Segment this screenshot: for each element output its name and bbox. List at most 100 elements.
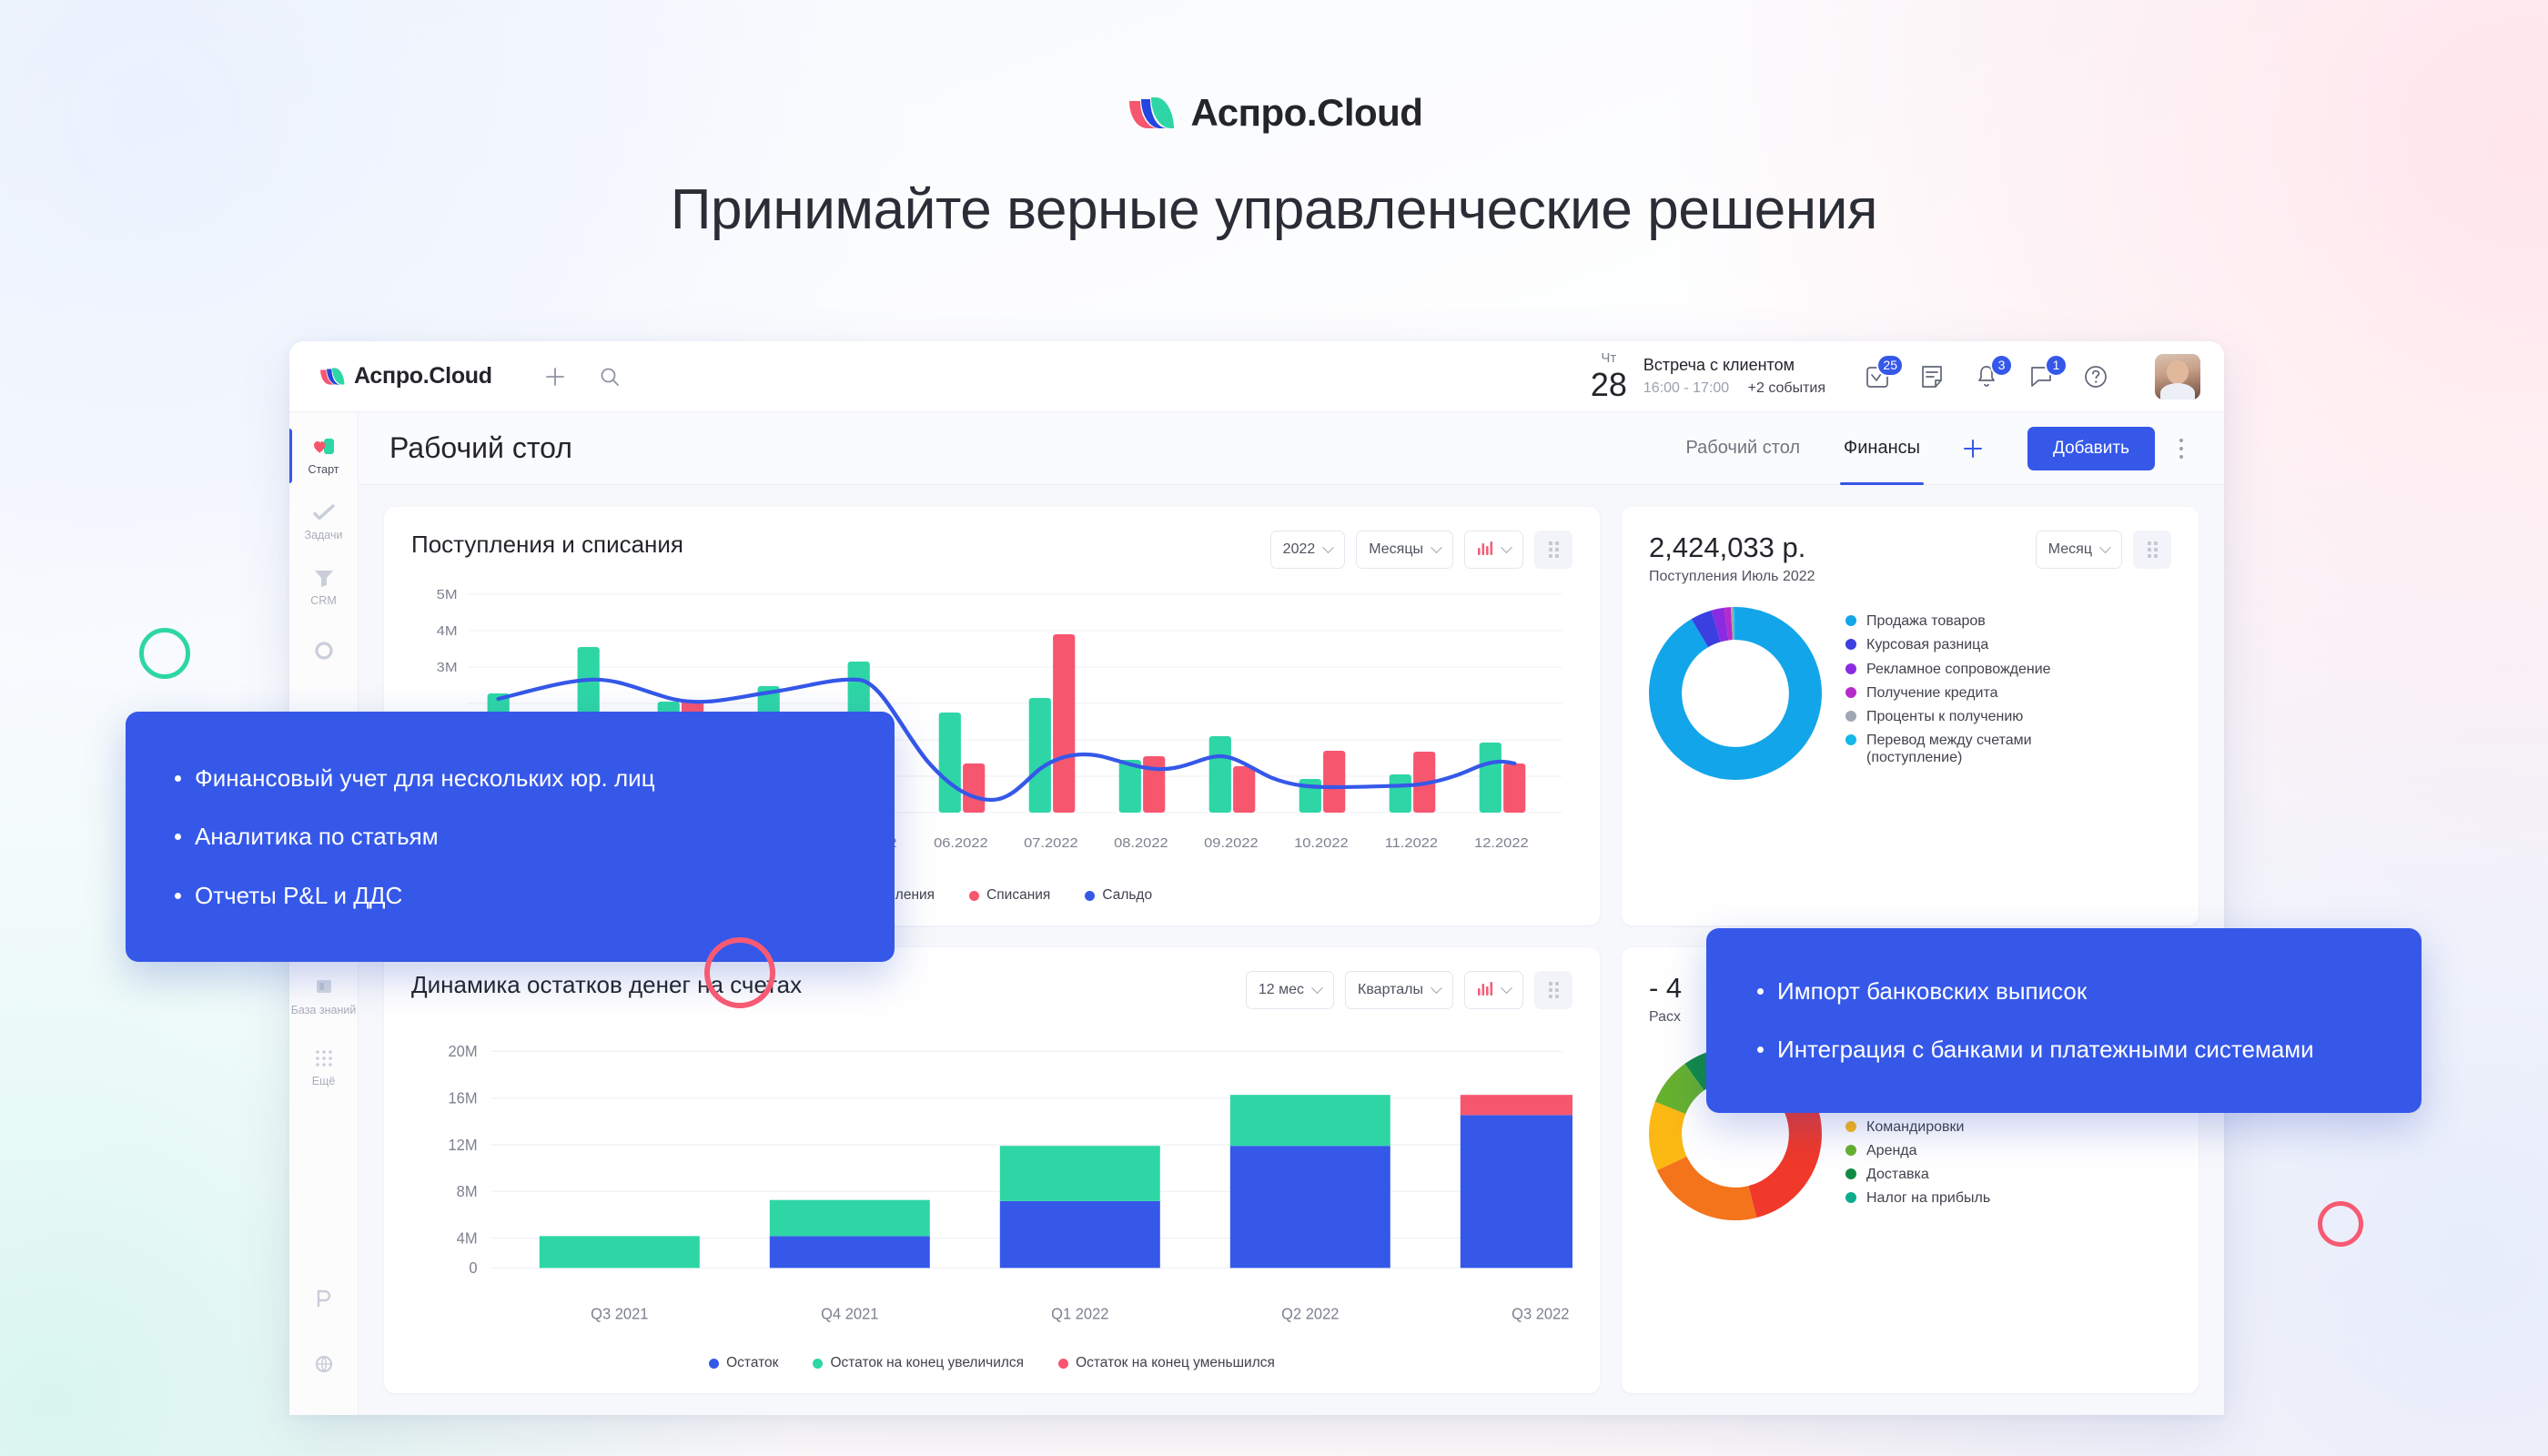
legend-item[interactable]: Проценты к получению <box>1845 708 2076 725</box>
brand-header: Аспро.Cloud <box>0 91 2548 135</box>
rail-item-label: CRM <box>310 594 337 608</box>
drag-grip-icon[interactable] <box>1534 531 1572 569</box>
card-balances: Динамика остатков денег на счетах 12 мес… <box>384 947 1600 1393</box>
legend-item[interactable]: Перевод между счетами (поступление) <box>1845 732 2076 766</box>
legend-item[interactable]: Сальдо <box>1085 887 1152 904</box>
range-select[interactable]: 12 мес <box>1245 971 1335 1009</box>
chevron-down-icon <box>2099 541 2111 553</box>
event-time: 16:00 - 17:00 <box>1643 380 1730 396</box>
legend-label: Доставка <box>1866 1167 1929 1183</box>
svg-text:Q4 2021: Q4 2021 <box>821 1305 878 1323</box>
card-income-pie: 2,424,033 р. Поступления Июль 2022 Месяц <box>1622 507 2199 925</box>
card-title: Поступления и списания <box>411 531 684 558</box>
legend-label: Остаток на конец увеличился <box>830 1355 1025 1370</box>
tab-workspace[interactable]: Рабочий стол <box>1685 438 1801 458</box>
rail-item-settings-profile[interactable] <box>289 1268 358 1333</box>
grouping-select-value: Кварталы <box>1358 982 1423 997</box>
badge-count: 25 <box>1876 353 1904 377</box>
kebab-menu-icon[interactable] <box>2168 430 2195 467</box>
topbar-event[interactable]: Встреча с клиентом 16:00 - 17:00 +2 собы… <box>1643 356 1825 397</box>
rail-item-tasks[interactable]: Задачи <box>289 489 358 554</box>
search-icon[interactable] <box>594 361 625 392</box>
decorative-ring-pink-right <box>2318 1201 2363 1247</box>
event-title: Встреча с клиентом <box>1643 356 1795 374</box>
legend-item[interactable]: Списания <box>969 887 1050 904</box>
legend-item[interactable]: Командировки <box>1845 1118 2012 1136</box>
date-weekday: Чт <box>1601 350 1617 366</box>
svg-text:12M: 12M <box>449 1136 478 1154</box>
legend-swatch <box>1845 662 1856 674</box>
legend-swatch <box>1845 1192 1856 1204</box>
rail-item-globe[interactable] <box>289 1333 358 1399</box>
legend-item[interactable]: Рекламное сопровождение <box>1845 661 2076 678</box>
legend-item[interactable]: Остаток на конец уменьшился <box>1058 1355 1275 1371</box>
topbar-date: Чт 28 <box>1591 351 1627 401</box>
aspro-logo-icon <box>318 366 346 387</box>
svg-text:5M: 5M <box>437 588 458 602</box>
legend-swatch <box>1058 1358 1069 1369</box>
month-select[interactable]: Месяц <box>2035 531 2122 569</box>
legend-item[interactable]: Аренда <box>1845 1142 2012 1159</box>
rail-item-crm[interactable]: CRM <box>289 554 358 620</box>
app-topbar: Аспро.Cloud Чт 28 Встреча с клиентом 16:… <box>289 341 2224 412</box>
grouping-select[interactable]: Кварталы <box>1345 971 1453 1009</box>
month-select-value: Месяц <box>2048 541 2092 557</box>
help-icon[interactable] <box>2080 361 2111 392</box>
svg-text:10.2022: 10.2022 <box>1294 836 1349 851</box>
crm-icon <box>312 566 336 590</box>
svg-text:06.2022: 06.2022 <box>934 836 988 851</box>
user-avatar[interactable] <box>2155 353 2200 399</box>
period-select[interactable]: Месяцы <box>1356 531 1453 569</box>
rail-item-label: Ещё <box>311 1075 336 1088</box>
app-logo[interactable]: Аспро.Cloud <box>318 363 492 389</box>
svg-text:Q1 2022: Q1 2022 <box>1051 1305 1108 1323</box>
drag-grip-icon[interactable] <box>2133 531 2171 569</box>
drag-grip-icon[interactable] <box>1534 971 1572 1009</box>
legend-item[interactable]: Продажа товаров <box>1845 612 2076 630</box>
legend-item[interactable]: Остаток <box>709 1355 778 1371</box>
svg-text:12.2022: 12.2022 <box>1474 836 1529 851</box>
tab-finance[interactable]: Финансы <box>1840 412 1924 485</box>
svg-text:07.2022: 07.2022 <box>1024 836 1078 851</box>
rail-item-more[interactable]: Ещё <box>289 1035 358 1100</box>
legend-label: Проценты к получению <box>1866 708 2024 724</box>
rail-item-projects[interactable] <box>289 620 358 685</box>
legend-label: Курсовая разница <box>1866 637 1989 653</box>
rail-item-start[interactable]: Старт <box>289 423 358 489</box>
svg-text:11.2022: 11.2022 <box>1385 836 1438 851</box>
event-more-count: +2 события <box>1747 380 1825 396</box>
rail-item-label: Старт <box>308 463 339 477</box>
chart-type-select[interactable] <box>1464 971 1523 1009</box>
expense-subtitle: Расх <box>1649 1009 1682 1026</box>
rail-item-label: Задачи <box>304 529 343 542</box>
svg-text:4M: 4M <box>457 1229 478 1248</box>
legend-item[interactable]: Доставка <box>1845 1166 2012 1183</box>
chart-type-select[interactable] <box>1464 531 1523 569</box>
legend-swatch <box>1845 639 1856 651</box>
callout-item: Интеграция с банками и платежными систем… <box>1750 1034 2378 1065</box>
plus-icon[interactable] <box>540 361 571 392</box>
legend-label: Аренда <box>1866 1142 1917 1158</box>
globe-icon <box>312 1352 336 1376</box>
legend-swatch <box>1845 734 1856 746</box>
legend-item[interactable]: Остаток на конец увеличился <box>813 1355 1024 1371</box>
page-header: Рабочий стол Рабочий стол Финансы Добави… <box>359 412 2224 485</box>
legend-swatch <box>813 1358 824 1369</box>
rail-item-knowledge-base[interactable]: База знаний <box>289 958 358 1035</box>
year-select[interactable]: 2022 <box>1269 531 1346 569</box>
legend-swatch <box>1845 710 1856 722</box>
legend-item[interactable]: Курсовая разница <box>1845 636 2076 653</box>
legend-item[interactable]: Налог на прибыль <box>1845 1189 2012 1207</box>
chat-icon[interactable]: 1 <box>2026 353 2068 392</box>
legend-swatch <box>1845 1144 1856 1156</box>
period-select-value: Месяцы <box>1369 541 1423 557</box>
notes-icon[interactable] <box>1916 361 1947 392</box>
legend-item[interactable]: Получение кредита <box>1845 684 2076 702</box>
legend-swatch <box>1845 1168 1856 1180</box>
tab-add-icon[interactable] <box>1960 412 1986 484</box>
tasks-calendar-icon[interactable]: 25 <box>1862 353 1904 392</box>
bell-icon[interactable]: 3 <box>1971 353 2013 392</box>
add-button[interactable]: Добавить <box>2027 426 2155 470</box>
income-pie-legend: Продажа товаров Курсовая разница Рекламн… <box>1845 607 2076 766</box>
badge-count: 3 <box>1990 353 2013 377</box>
